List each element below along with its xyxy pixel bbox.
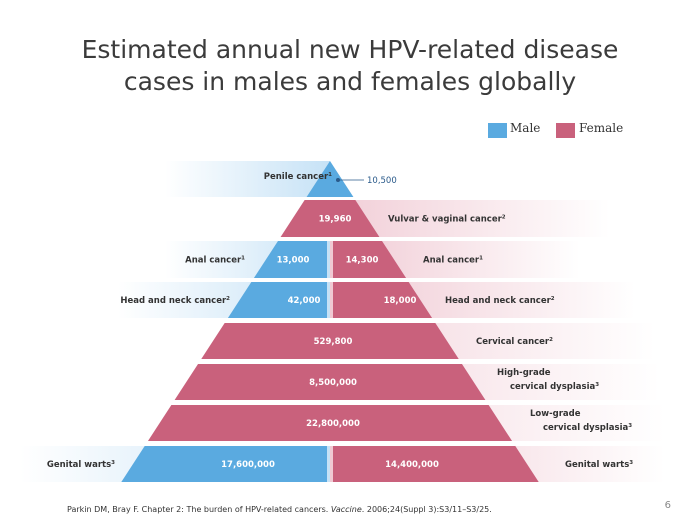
bar-female <box>280 200 380 237</box>
male-category-label: Head and neck cancer2 <box>120 296 230 306</box>
male-value-label: 13,000 <box>277 256 310 266</box>
female-category-label: Head and neck cancer2 <box>445 296 555 306</box>
male-value-label: 17,600,000 <box>221 460 275 470</box>
male-category-label: Penile cancer1 <box>264 172 332 182</box>
female-category-label: Cervical cancer2 <box>476 337 553 347</box>
female-value-label: 18,000 <box>384 296 417 306</box>
slide-title: Estimated annual new HPV-related disease… <box>0 34 700 98</box>
citation: Parkin DM, Bray F. Chapter 2: The burden… <box>67 505 492 514</box>
citation-journal: Vaccine <box>330 505 362 514</box>
male-category-label: Genital warts3 <box>47 460 115 470</box>
female-value-label: 8,500,000 <box>309 378 357 388</box>
female-value-label: 529,800 <box>314 337 353 347</box>
bar-female <box>201 323 459 359</box>
female-value-label: 14,300 <box>346 256 379 266</box>
bar-female <box>333 282 433 318</box>
citation-suffix: . 2006;24(Suppl 3):S3/11–S3/25. <box>361 505 492 514</box>
legend-label-female: Female <box>579 121 624 135</box>
citation-prefix: Parkin DM, Bray F. Chapter 2: The burden… <box>67 505 329 514</box>
female-category-label-line1: Low-grade <box>530 409 581 419</box>
female-category-label: Vulvar & vaginal cancer2 <box>388 215 506 225</box>
male-value-label: 42,000 <box>288 296 321 306</box>
bar-male <box>121 446 327 482</box>
female-value-label: 14,400,000 <box>385 460 439 470</box>
title-line-2: cases in males and females globally <box>123 67 577 96</box>
female-category-label: Anal cancer1 <box>423 256 483 266</box>
bar-male <box>253 241 327 278</box>
male-category-label: Anal cancer1 <box>185 256 245 266</box>
male-value-label: 10,500 <box>367 176 397 186</box>
male-fade-band <box>165 161 330 197</box>
legend-label-male: Male <box>510 121 541 135</box>
female-category-label: Genital warts3 <box>565 460 633 470</box>
female-category-label-line2: cervical dysplasia3 <box>510 382 599 392</box>
bar-female <box>333 446 539 482</box>
bar-female <box>174 364 486 400</box>
female-category-label-line1: High-grade <box>497 368 551 378</box>
bar-female <box>147 405 513 441</box>
female-value-label: 19,960 <box>319 215 352 225</box>
page-number: 6 <box>664 500 671 511</box>
title-line-1: Estimated annual new HPV-related disease <box>81 35 619 64</box>
female-category-label-line2: cervical dysplasia3 <box>543 423 632 433</box>
bar-male <box>227 282 327 318</box>
legend: Male Female <box>488 120 688 140</box>
bar-male <box>306 161 354 197</box>
legend-swatch-male <box>488 123 507 138</box>
female-value-label: 22,800,000 <box>306 419 360 429</box>
bar-female <box>333 241 407 278</box>
legend-swatch-female <box>556 123 575 138</box>
